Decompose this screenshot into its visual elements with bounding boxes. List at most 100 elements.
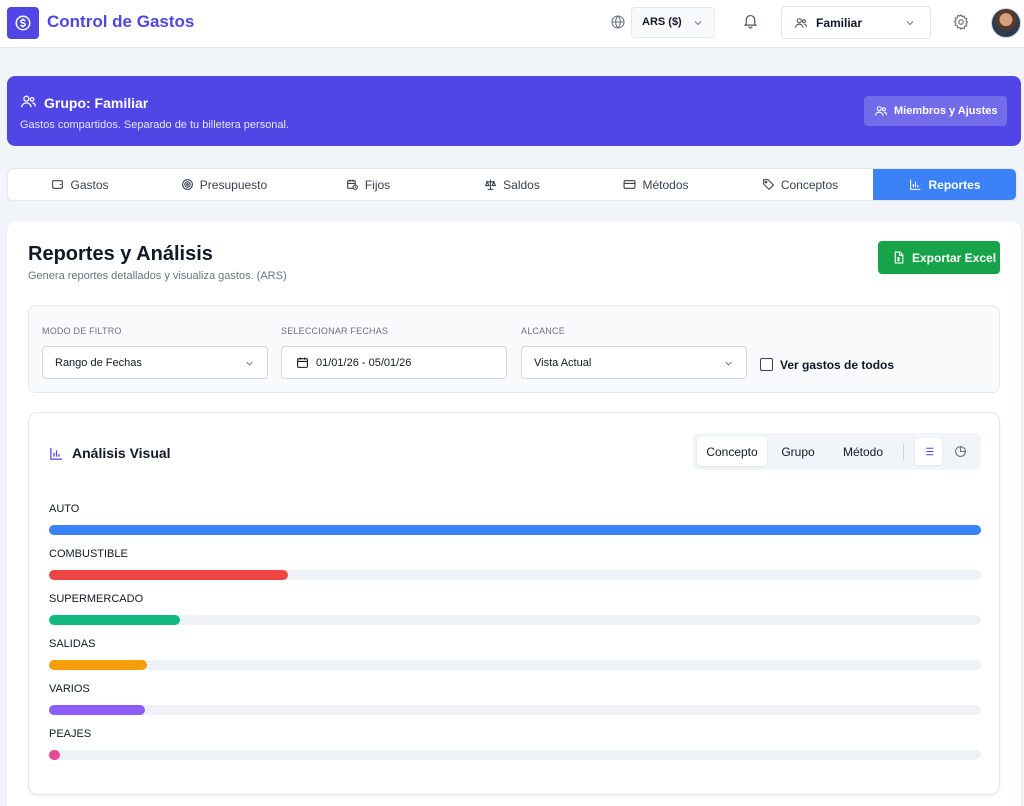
bar-track xyxy=(49,660,981,670)
scale-icon xyxy=(484,179,497,190)
page-title: Reportes y Análisis xyxy=(28,243,213,265)
date-range-input[interactable]: 01/01/26 - 05/01/26 xyxy=(281,346,507,379)
avatar[interactable] xyxy=(991,8,1021,38)
segment-concepto[interactable]: Concepto xyxy=(697,437,767,466)
pie-chart-icon xyxy=(955,446,966,457)
segment-grupo[interactable]: Grupo xyxy=(781,444,815,459)
bar-row[interactable]: SUPERMERCADO xyxy=(49,593,981,633)
dollar-circle-icon xyxy=(15,15,31,31)
top-bar: Control de Gastos ARS ($) Familiar xyxy=(0,0,1024,48)
bar-label: SUPERMERCADO xyxy=(49,593,144,605)
date-range-label: SELECCIONAR FECHAS xyxy=(281,326,389,336)
users-icon xyxy=(794,18,808,28)
segment-metodo[interactable]: Método xyxy=(842,444,884,459)
tab-saldos[interactable]: Saldos xyxy=(440,169,584,200)
logo[interactable] xyxy=(7,7,39,39)
chevron-down-icon xyxy=(246,361,253,366)
currency-select[interactable]: ARS ($) xyxy=(631,7,715,38)
currency-value: ARS ($) xyxy=(642,16,682,28)
chevron-down-icon xyxy=(906,21,914,26)
divider xyxy=(903,444,904,460)
bar-row[interactable]: VARIOS xyxy=(49,683,981,723)
target-icon xyxy=(181,179,193,190)
bar-track xyxy=(49,615,981,625)
chart-title: Análisis Visual xyxy=(72,445,171,461)
list-icon xyxy=(923,447,934,456)
bar-fill xyxy=(49,705,145,715)
export-excel-label: Exportar Excel xyxy=(912,251,997,265)
tab-label: Conceptos xyxy=(780,177,839,192)
tab-metodos[interactable]: Métodos xyxy=(584,169,728,200)
members-settings-button[interactable]: Miembros y Ajustes xyxy=(864,96,1007,126)
chevron-down-icon xyxy=(694,21,702,26)
spreadsheet-icon xyxy=(894,251,904,264)
members-settings-label: Miembros y Ajustes xyxy=(894,105,998,117)
tab-fijos[interactable]: Fijos xyxy=(296,169,440,200)
filter-mode-value: Rango de Fechas xyxy=(55,357,142,369)
visual-analysis-card: Análisis Visual Concepto Grupo Método AU… xyxy=(28,412,1000,795)
see-all-label[interactable]: Ver gastos de todos xyxy=(780,358,895,372)
bar-track xyxy=(49,525,981,535)
bar-label: PEAJES xyxy=(49,728,92,740)
tab-gastos[interactable]: Gastos xyxy=(8,169,152,200)
tab-label: Gastos xyxy=(70,177,109,192)
bell-icon[interactable] xyxy=(742,12,759,29)
tab-label: Reportes xyxy=(928,177,981,192)
scope-select[interactable]: Vista Actual xyxy=(521,346,747,379)
tab-bar: Gastos Presupuesto Fijos Saldos Métodos … xyxy=(7,168,1017,201)
see-all-checkbox[interactable] xyxy=(760,358,773,371)
bar-chart-icon xyxy=(50,447,63,460)
group-banner: Grupo: Familiar Gastos compartidos. Sepa… xyxy=(7,76,1021,146)
bar-fill xyxy=(49,615,181,625)
list-view-button[interactable] xyxy=(915,438,942,465)
bar-label: VARIOS xyxy=(49,683,90,695)
banner-title: Grupo: Familiar xyxy=(44,95,149,111)
bar-track xyxy=(49,705,981,715)
credit-card-icon xyxy=(624,180,636,189)
tab-presupuesto[interactable]: Presupuesto xyxy=(152,169,296,200)
globe-icon[interactable] xyxy=(610,14,626,30)
tab-reportes[interactable]: Reportes xyxy=(873,169,1016,200)
reports-panel: Reportes y Análisis Genera reportes deta… xyxy=(7,221,1021,806)
bar-track xyxy=(49,750,981,760)
bar-row[interactable]: COMBUSTIBLE xyxy=(49,548,981,588)
tag-icon xyxy=(762,179,774,191)
scope-label: ALCANCE xyxy=(521,326,565,336)
calendar-clock-icon xyxy=(346,179,358,190)
page-subtitle: Genera reportes detallados y visualiza g… xyxy=(28,270,287,282)
tab-label: Fijos xyxy=(364,177,391,192)
scope-value: Vista Actual xyxy=(534,357,592,369)
bar-fill xyxy=(49,660,147,670)
bar-row[interactable]: SALIDAS xyxy=(49,638,981,678)
date-range-value: 01/01/26 - 05/01/26 xyxy=(316,357,412,369)
bar-label: SALIDAS xyxy=(49,638,96,650)
app-title: Control de Gastos xyxy=(47,12,195,31)
bar-chart-icon xyxy=(910,179,921,190)
group-value: Familiar xyxy=(816,16,863,30)
filters-panel: MODO DE FILTRO Rango de Fechas SELECCION… xyxy=(28,305,1000,393)
tab-label: Métodos xyxy=(642,177,689,192)
tab-label: Presupuesto xyxy=(199,177,268,192)
bar-track xyxy=(49,570,981,580)
users-icon xyxy=(874,106,888,116)
tab-label: Saldos xyxy=(503,177,540,192)
wallet-icon xyxy=(52,180,64,189)
chevron-down-icon xyxy=(725,361,732,366)
calendar-icon xyxy=(297,357,308,368)
users-icon xyxy=(21,95,36,108)
filter-mode-label: MODO DE FILTRO xyxy=(42,326,122,336)
grouping-toggle: Concepto Grupo Método xyxy=(693,433,981,470)
pie-view-button[interactable] xyxy=(947,438,974,465)
export-excel-button[interactable]: Exportar Excel xyxy=(878,241,1000,274)
group-select[interactable]: Familiar xyxy=(781,6,931,39)
bar-fill xyxy=(49,750,61,760)
tab-conceptos[interactable]: Conceptos xyxy=(728,169,872,200)
bar-row[interactable]: PEAJES xyxy=(49,728,981,768)
bar-fill xyxy=(49,570,288,580)
gear-icon[interactable] xyxy=(952,13,970,31)
bar-label: AUTO xyxy=(49,503,80,515)
bar-label: COMBUSTIBLE xyxy=(49,548,128,560)
bar-row[interactable]: AUTO xyxy=(49,503,981,543)
banner-subtitle: Gastos compartidos. Separado de tu bille… xyxy=(20,119,290,131)
filter-mode-select[interactable]: Rango de Fechas xyxy=(42,346,268,379)
